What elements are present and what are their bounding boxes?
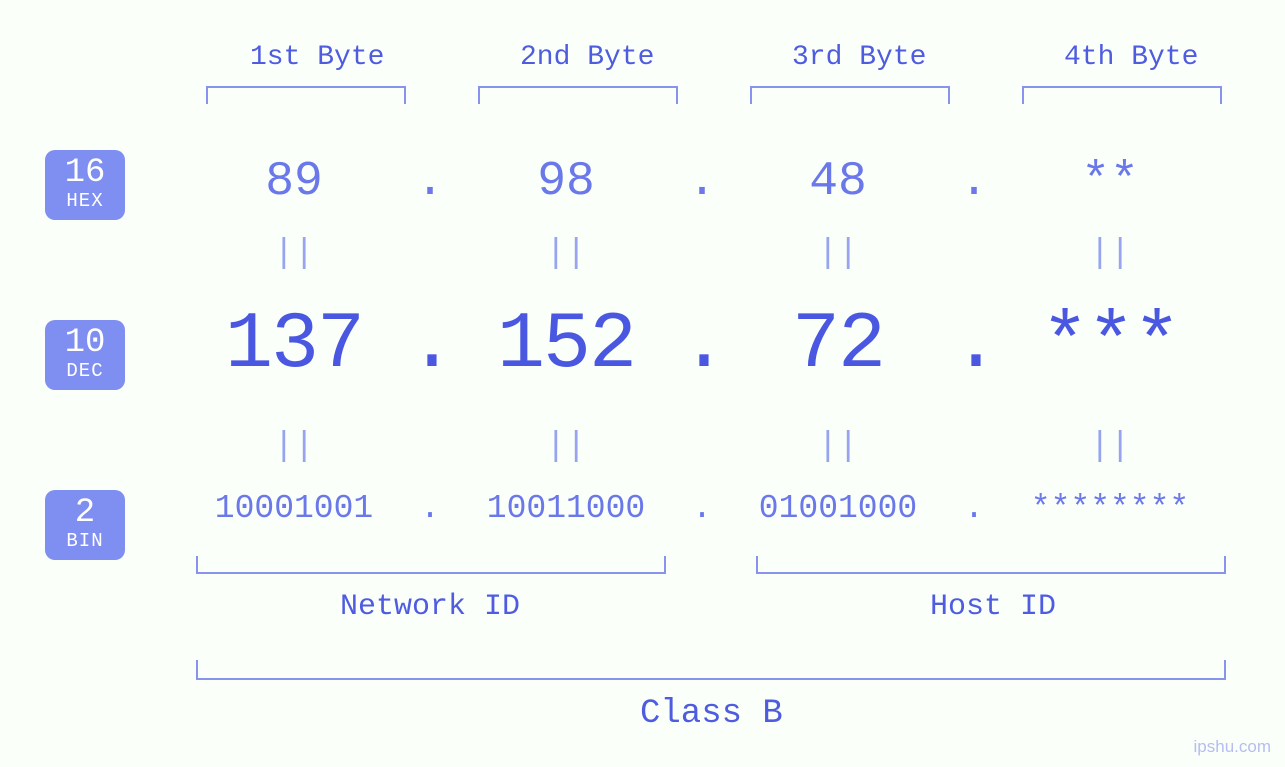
base-lab-dec: DEC [45, 362, 125, 382]
hex-dot-1: . [408, 155, 452, 209]
network-id-bracket [196, 556, 666, 574]
equals-row-2: || || || || [180, 428, 1255, 466]
hex-byte-1: 89 [180, 155, 408, 209]
byte-header-3: 3rd Byte [792, 42, 926, 73]
dec-byte-1: 137 [180, 300, 408, 391]
hex-row: 89 . 98 . 48 . ** [180, 155, 1255, 209]
bin-row: 10001001 . 10011000 . 01001000 . *******… [180, 490, 1255, 527]
dec-dot-2: . [680, 300, 724, 391]
byte-bracket-1 [206, 86, 406, 104]
eq-2-3: || [724, 428, 952, 466]
eq-1-3: || [724, 235, 952, 273]
byte-header-4: 4th Byte [1064, 42, 1198, 73]
dec-byte-2: 152 [452, 300, 680, 391]
hex-byte-3: 48 [724, 155, 952, 209]
bin-dot-2: . [680, 490, 724, 527]
eq-1-4: || [996, 235, 1224, 273]
hex-dot-2: . [680, 155, 724, 209]
bin-byte-3: 01001000 [724, 490, 952, 527]
eq-2-4: || [996, 428, 1224, 466]
bin-dot-3: . [952, 490, 996, 527]
byte-bracket-3 [750, 86, 950, 104]
eq-1-2: || [452, 235, 680, 273]
base-num-hex: 16 [45, 156, 125, 192]
byte-bracket-2 [478, 86, 678, 104]
bin-byte-1: 10001001 [180, 490, 408, 527]
eq-2-1: || [180, 428, 408, 466]
byte-header-1: 1st Byte [250, 42, 384, 73]
dec-dot-1: . [408, 300, 452, 391]
byte-bracket-4 [1022, 86, 1222, 104]
dec-dot-3: . [952, 300, 996, 391]
byte-header-2: 2nd Byte [520, 42, 654, 73]
host-id-bracket [756, 556, 1226, 574]
class-label: Class B [640, 695, 783, 733]
bin-byte-4: ******** [996, 490, 1224, 527]
base-badge-dec: 10 DEC [45, 320, 125, 390]
base-badge-bin: 2 BIN [45, 490, 125, 560]
network-id-label: Network ID [340, 590, 520, 624]
eq-2-2: || [452, 428, 680, 466]
dec-byte-3: 72 [724, 300, 952, 391]
base-badge-hex: 16 HEX [45, 150, 125, 220]
base-lab-bin: BIN [45, 532, 125, 552]
hex-byte-4: ** [996, 155, 1224, 209]
bin-dot-1: . [408, 490, 452, 527]
base-num-bin: 2 [45, 496, 125, 532]
class-bracket [196, 660, 1226, 680]
hex-dot-3: . [952, 155, 996, 209]
dec-row: 137 . 152 . 72 . *** [180, 300, 1255, 391]
watermark: ipshu.com [1194, 737, 1271, 757]
dec-byte-4: *** [996, 300, 1224, 391]
host-id-label: Host ID [930, 590, 1056, 624]
eq-1-1: || [180, 235, 408, 273]
bin-byte-2: 10011000 [452, 490, 680, 527]
base-lab-hex: HEX [45, 192, 125, 212]
base-num-dec: 10 [45, 326, 125, 362]
hex-byte-2: 98 [452, 155, 680, 209]
equals-row-1: || || || || [180, 235, 1255, 273]
